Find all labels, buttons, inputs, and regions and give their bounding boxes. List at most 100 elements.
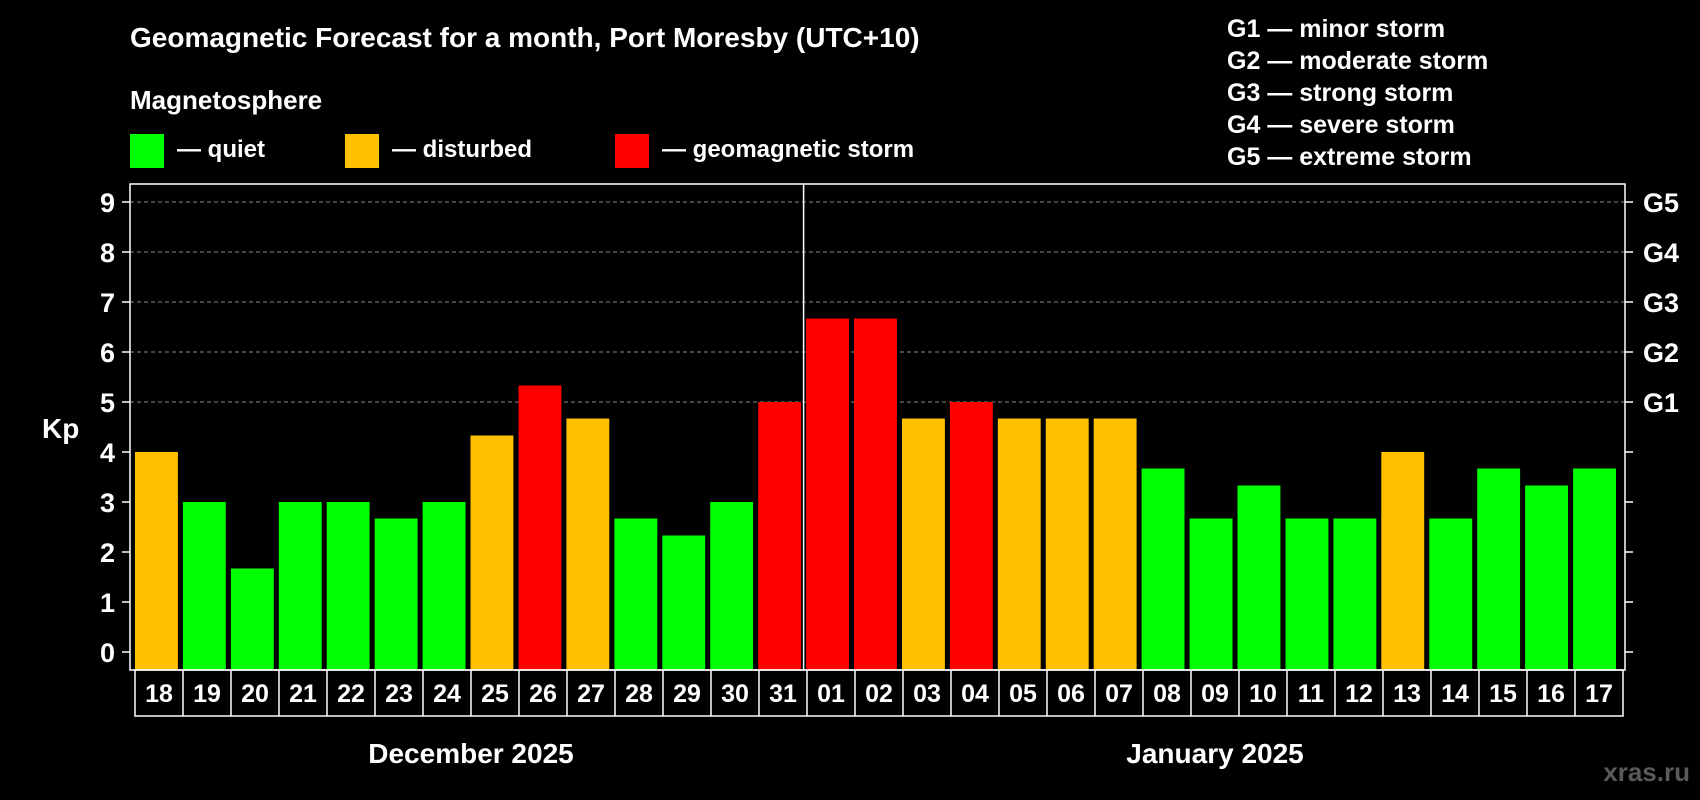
storm-scale-g4: G4 — severe storm — [1227, 111, 1455, 139]
bar-20 — [230, 568, 274, 670]
bar-07 — [1093, 418, 1137, 670]
date-label-03: 03 — [913, 680, 941, 708]
date-label-12: 12 — [1345, 680, 1373, 708]
bar-05 — [997, 418, 1041, 670]
bar-01 — [806, 318, 849, 670]
bar-04 — [949, 402, 993, 670]
bar-17 — [1573, 468, 1616, 670]
legend-title: Magnetosphere — [130, 85, 322, 115]
bar-24 — [422, 502, 466, 670]
month-label-1: January 2025 — [1126, 738, 1303, 769]
bar-18 — [135, 452, 178, 670]
bar-12 — [1333, 518, 1377, 670]
bar-28 — [614, 518, 658, 670]
date-label-27: 27 — [577, 680, 605, 708]
month-labels: December 2025 January 2025 — [368, 738, 1303, 769]
bar-03 — [902, 418, 945, 670]
y-tick-label: 4 — [100, 438, 115, 468]
date-label-13: 13 — [1393, 680, 1421, 708]
y-tick-label: 9 — [100, 188, 115, 218]
bar-10 — [1237, 485, 1281, 670]
date-label-23: 23 — [385, 680, 413, 708]
bar-16 — [1525, 485, 1568, 670]
bar-23 — [374, 518, 418, 670]
date-label-25: 25 — [481, 680, 509, 708]
bar-22 — [326, 502, 370, 670]
right-tick-label: G1 — [1643, 388, 1679, 418]
y-axis-label: Kp — [42, 413, 79, 444]
chart-title: Geomagnetic Forecast for a month, Port M… — [130, 22, 920, 53]
date-label-06: 06 — [1057, 680, 1085, 708]
legend-label-quiet: — quiet — [177, 136, 265, 163]
date-label-29: 29 — [673, 680, 701, 708]
legend-swatch-storm — [615, 134, 649, 168]
right-tick-label: G4 — [1643, 238, 1679, 268]
date-label-02: 02 — [865, 680, 893, 708]
bar-19 — [182, 502, 226, 670]
storm-scale-g5: G5 — extreme storm — [1227, 143, 1472, 171]
date-label-01: 01 — [817, 680, 845, 708]
y-tick-label: 1 — [100, 588, 115, 618]
date-label-16: 16 — [1537, 680, 1565, 708]
y-tick-label: 7 — [100, 288, 115, 318]
date-label-22: 22 — [337, 680, 365, 708]
storm-scale-legend: G1 — minor storm G2 — moderate storm G3 … — [1227, 15, 1488, 171]
y-tick-label: 3 — [100, 488, 115, 518]
bar-21 — [278, 502, 322, 670]
date-label-30: 30 — [721, 680, 749, 708]
date-label-04: 04 — [961, 680, 989, 708]
bar-11 — [1285, 518, 1329, 670]
y-tick-label: 5 — [100, 388, 115, 418]
bar-25 — [470, 435, 514, 670]
bar-26 — [518, 385, 562, 670]
right-tick-label: G3 — [1643, 288, 1679, 318]
y-tick-label: 6 — [100, 338, 115, 368]
date-axis-frame — [134, 669, 1624, 717]
date-label-09: 09 — [1201, 680, 1229, 708]
date-label-17: 17 — [1585, 680, 1613, 708]
bar-15 — [1477, 468, 1521, 670]
legend-label-storm: — geomagnetic storm — [662, 136, 914, 163]
right-tick-label: G2 — [1643, 338, 1679, 368]
legend: — quiet — disturbed — geomagnetic storm — [130, 134, 914, 168]
date-label-07: 07 — [1105, 680, 1133, 708]
y-tick-labels: 0 1 2 3 4 5 6 7 8 9 — [100, 188, 115, 668]
date-label-21: 21 — [289, 680, 317, 708]
y-tick-label: 8 — [100, 238, 115, 268]
date-label-26: 26 — [529, 680, 557, 708]
legend-label-disturbed: — disturbed — [392, 136, 532, 163]
date-axis: 18 19 20 21 22 23 24 25 26 27 28 29 30 31 01 02 03 04 05 06… — [134, 669, 1624, 717]
legend-swatch-disturbed — [345, 134, 379, 168]
date-label-14: 14 — [1441, 680, 1469, 708]
date-label-24: 24 — [433, 680, 461, 708]
storm-scale-g1: G1 — minor storm — [1227, 15, 1445, 43]
bar-31 — [758, 402, 802, 670]
right-tick-label: G5 — [1643, 188, 1679, 218]
date-label-15: 15 — [1489, 680, 1517, 708]
date-label-19: 19 — [193, 680, 221, 708]
bar-29 — [662, 535, 706, 670]
date-label-18: 18 — [145, 680, 173, 708]
watermark: xras.ru — [1603, 757, 1690, 787]
bar-02 — [854, 318, 897, 670]
date-label-28: 28 — [625, 680, 653, 708]
date-label-31: 31 — [769, 680, 797, 708]
date-label-08: 08 — [1153, 680, 1181, 708]
date-label-05: 05 — [1009, 680, 1037, 708]
bars — [135, 318, 1616, 670]
y-tick-label: 0 — [100, 638, 115, 668]
bar-08 — [1141, 468, 1185, 670]
storm-scale-g3: G3 — strong storm — [1227, 79, 1453, 107]
bar-13 — [1381, 452, 1425, 670]
date-label-20: 20 — [241, 680, 269, 708]
month-label-0: December 2025 — [368, 738, 573, 769]
bar-30 — [710, 502, 754, 670]
date-label-11: 11 — [1298, 680, 1325, 708]
date-label-10: 10 — [1249, 680, 1277, 708]
y-tick-label: 2 — [100, 538, 115, 568]
bar-27 — [566, 418, 610, 670]
legend-swatch-quiet — [130, 134, 164, 168]
right-tick-labels: G1 G2 G3 G4 G5 — [1643, 188, 1679, 418]
storm-scale-g2: G2 — moderate storm — [1227, 47, 1488, 75]
